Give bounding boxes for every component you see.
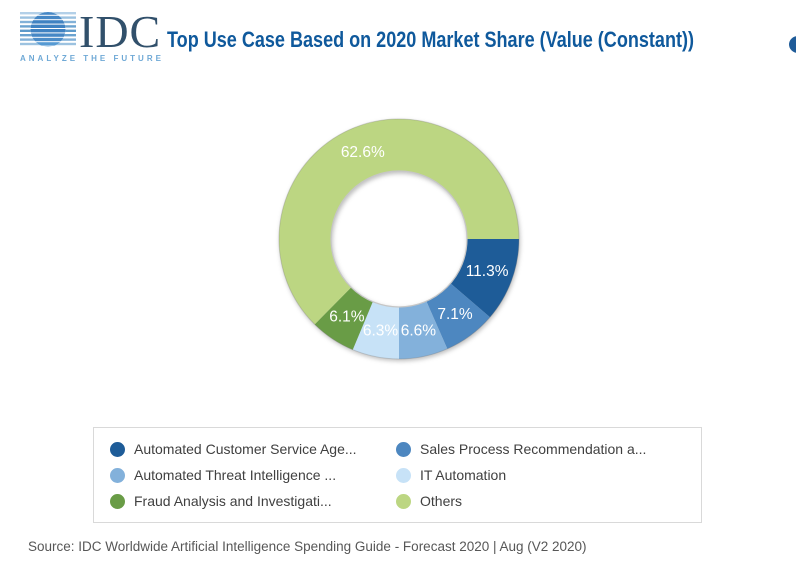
idc-globe-icon [20,12,76,47]
legend-marker-icon [396,467,411,483]
legend-item[interactable]: Fraud Analysis and Investigati... [110,493,396,509]
slice-label: 11.3% [466,263,509,280]
legend-item[interactable]: Others [396,493,701,509]
legend-item[interactable]: Sales Process Recommendation a... [396,441,701,457]
legend-item-label: Sales Process Recommendation a... [420,441,647,457]
pie-slice[interactable] [450,239,519,318]
slice-label: 6.6% [401,323,437,340]
legend-item-label: Automated Customer Service Age... [134,441,357,457]
pie-slice[interactable] [314,287,373,350]
legend-item-label: IT Automation [420,467,507,483]
legend-item[interactable]: Automated Customer Service Age... [110,441,396,457]
legend-marker-icon [110,467,125,483]
donut-outer-ring [278,118,520,360]
pie-slice[interactable] [426,283,490,349]
slice-label: 6.3% [363,323,399,340]
legend-item-label: Fraud Analysis and Investigati... [134,493,332,509]
legend-marker-icon [396,493,411,509]
legend-item[interactable]: Automated Threat Intelligence ... [110,467,396,483]
legend-item-label: Automated Threat Intelligence ... [134,467,337,483]
slice-label: 6.1% [329,309,365,326]
pie-slice[interactable] [352,301,399,359]
pie-slice[interactable] [279,118,519,325]
legend: Automated Customer Service Age... Sales P… [93,427,702,523]
donut-chart: 11.3% 7.1%6.6%6.3%6.1% 62.6% [278,118,520,360]
pie-slice[interactable] [399,301,448,359]
partial-circle-icon[interactable] [789,36,796,53]
chart-title: Top Use Case Based on 2020 Market Share … [167,27,695,52]
idc-logo-text: IDC [79,6,162,57]
slice-label: 7.1% [437,306,473,323]
slice-label: 62.6% [341,144,385,161]
legend-item-label: Others [420,493,463,509]
donut-inner-ring [330,170,468,308]
legend-marker-icon [396,441,411,457]
source-note: Source: IDC Worldwide Artificial Intelli… [28,539,587,554]
idc-logo: IDC ANALYZE THE FUTURE [20,6,164,63]
legend-item[interactable]: IT Automation [396,467,701,483]
legend-marker-icon [110,493,125,509]
idc-tagline: ANALYZE THE FUTURE [20,54,164,63]
legend-marker-icon [110,441,125,457]
